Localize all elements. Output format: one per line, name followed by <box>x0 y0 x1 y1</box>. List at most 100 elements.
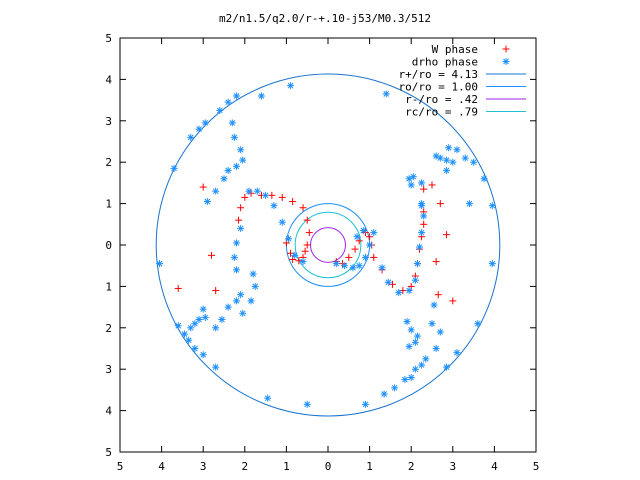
star-stroke <box>474 320 481 327</box>
star-stroke <box>231 254 238 261</box>
legend-label: rc/ro = .79 <box>405 106 478 119</box>
drho-phase-point <box>422 355 430 363</box>
star-stroke <box>212 324 219 331</box>
drho-phase-point <box>401 376 409 384</box>
drho-phase-point <box>232 92 240 100</box>
drho-phase-point <box>239 309 247 317</box>
drho-phase-point <box>170 164 178 172</box>
star-stroke <box>233 298 240 304</box>
w-phase-point <box>301 247 309 255</box>
star-stroke <box>264 395 271 402</box>
drho-phase-point <box>411 365 419 373</box>
drho-phase-point <box>264 394 272 402</box>
star-stroke <box>408 327 415 333</box>
star-stroke <box>225 99 232 106</box>
drho-phase-point <box>409 173 417 181</box>
drho-phase-point <box>185 336 193 344</box>
legend-star-swatch <box>502 58 510 65</box>
star-stroke <box>171 165 177 172</box>
drho-phase-point <box>201 313 209 321</box>
legend-label: ro/ro = 1.00 <box>399 81 478 94</box>
star-stroke <box>466 200 473 207</box>
drho-phase-point <box>262 191 270 199</box>
legend-label: drho phase <box>412 56 478 69</box>
x-tick-label: 2 <box>408 460 415 473</box>
circle-r+ <box>155 73 501 417</box>
star-stroke <box>229 120 236 126</box>
w-phase-point <box>241 193 249 201</box>
star-stroke <box>356 262 363 269</box>
drho-phase-point <box>247 297 255 305</box>
drho-phase-point <box>359 227 367 235</box>
star-stroke <box>470 159 477 166</box>
w-phase-point <box>278 193 286 201</box>
star-stroke <box>418 229 425 236</box>
w-phase-point <box>303 241 311 249</box>
star-stroke <box>258 93 265 99</box>
drho-phase-point <box>201 119 209 127</box>
star-stroke <box>395 289 402 296</box>
drho-phase-point <box>284 235 292 243</box>
star-stroke <box>300 258 306 265</box>
star-stroke <box>481 175 487 182</box>
star-stroke <box>418 362 425 368</box>
drho-phase-point <box>224 98 232 106</box>
drho-phase-point <box>474 320 482 328</box>
w-phase-point <box>370 253 378 261</box>
drho-phase-point <box>230 133 238 141</box>
drho-phase-point <box>216 106 224 114</box>
star-stroke <box>362 401 369 408</box>
star-stroke <box>262 192 269 199</box>
drho-phase-point <box>203 198 211 206</box>
y-tick-label: 0 <box>105 239 112 252</box>
x-tick-label: 0 <box>325 460 332 473</box>
drho-phase-point <box>370 229 378 237</box>
star-stroke <box>418 202 425 209</box>
drho-phase-point <box>366 241 374 249</box>
star-stroke <box>379 264 385 271</box>
drho-phase-point <box>405 342 413 350</box>
drho-phase-point <box>445 144 453 152</box>
star-stroke <box>250 271 256 277</box>
star-stroke <box>233 163 240 170</box>
star-stroke <box>422 355 429 362</box>
w-phase-point <box>237 204 245 212</box>
drho-phase-point <box>384 278 392 286</box>
star-stroke <box>418 180 425 186</box>
w-phase-point <box>305 229 313 237</box>
star-stroke <box>431 302 437 308</box>
drho-phase-point <box>407 181 415 189</box>
drho-phase-point <box>287 82 295 90</box>
y-tick-label: 4 <box>105 405 112 418</box>
star-stroke <box>237 146 244 153</box>
star-stroke <box>248 298 254 304</box>
y-tick-label: 5 <box>105 446 112 459</box>
star-stroke <box>420 213 427 219</box>
drho-phase-point <box>156 260 164 268</box>
w-phase-point <box>443 231 451 239</box>
star-stroke <box>414 260 421 267</box>
drho-phase-point <box>187 133 195 141</box>
star-stroke <box>187 324 194 331</box>
y-tick-label: 5 <box>105 32 112 45</box>
star-stroke <box>449 159 456 166</box>
chart-title: m2/n1.5/q2.0/r-+.10-j53/M0.3/512 <box>219 12 431 25</box>
star-stroke <box>237 225 244 232</box>
star-stroke <box>287 82 294 89</box>
drho-phase-point <box>249 270 257 278</box>
w-phase-point <box>428 181 436 189</box>
legend-label: W phase <box>432 43 478 56</box>
drho-phase-point <box>380 390 388 398</box>
y-tick-label: 4 <box>105 73 112 86</box>
drho-phase-point <box>187 324 195 332</box>
y-tick-label: 2 <box>105 322 112 335</box>
star-stroke <box>271 202 277 209</box>
drho-phase-point <box>191 345 199 352</box>
w-phase-point <box>199 183 207 191</box>
y-tick-label: 3 <box>105 115 112 128</box>
circle-ro <box>285 203 371 287</box>
star-stroke <box>254 188 261 195</box>
drho-phase-point <box>407 326 415 334</box>
drho-phase-point <box>488 202 496 210</box>
drho-phase-point <box>218 316 226 324</box>
